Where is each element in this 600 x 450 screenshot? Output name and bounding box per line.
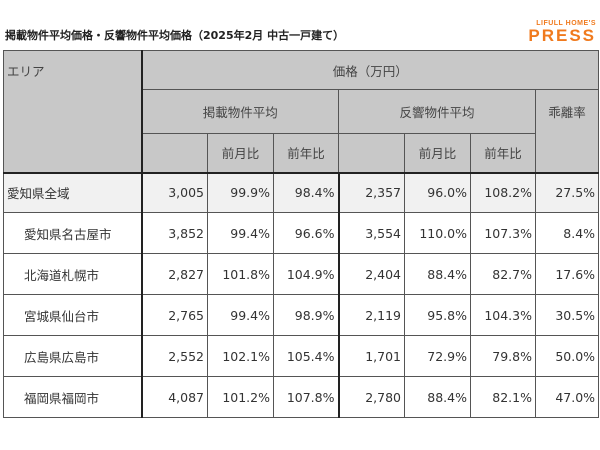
resp-yoy-cell: 107.3% bbox=[470, 212, 536, 254]
table-row: 広島県広島市 2,552 102.1% 105.4% 1,701 72.9% 79.8% 50… bbox=[3, 335, 600, 377]
resp-mom-cell: 96.0% bbox=[404, 171, 471, 213]
area-cell: 北海道札幌市 bbox=[3, 253, 142, 295]
gap-cell: 8.4% bbox=[534, 212, 600, 254]
header-listed: 掲載物件平均 bbox=[140, 89, 339, 134]
header-response: 反響物件平均 bbox=[338, 89, 536, 134]
resp-yoy-cell: 82.7% bbox=[470, 253, 536, 295]
listed-cell: 3,005 bbox=[140, 171, 208, 213]
logo: LIFULL HOME'S PRESS bbox=[528, 20, 596, 45]
area-cell: 愛知県名古屋市 bbox=[3, 212, 142, 254]
area-cell: 宮城県仙台市 bbox=[3, 294, 142, 336]
resp-mom-cell: 88.4% bbox=[404, 253, 471, 295]
header-price: 価格（万円） bbox=[140, 50, 600, 90]
resp-mom-cell: 110.0% bbox=[404, 212, 471, 254]
gap-cell: 27.5% bbox=[534, 171, 600, 213]
header-listed-yoy: 前年比 bbox=[273, 133, 339, 173]
price-table: エリア 価格（万円） 掲載物件平均 反響物件平均 乖離率 前月比 前年比 前月比… bbox=[3, 50, 600, 418]
resp-mom-cell: 88.4% bbox=[404, 376, 471, 418]
resp-cell: 2,404 bbox=[337, 253, 405, 295]
table-row: 宮城県仙台市 2,765 99.4% 98.9% 2,119 95.8% 104.3% 30.… bbox=[3, 294, 600, 336]
listed-cell: 4,087 bbox=[140, 376, 208, 418]
area-cell: 福岡県福岡市 bbox=[3, 376, 142, 418]
table-row: 愛知県名古屋市 3,852 99.4% 96.6% 3,554 110.0% 107.3% 8… bbox=[3, 212, 600, 254]
gap-cell: 17.6% bbox=[534, 253, 600, 295]
resp-yoy-cell: 79.8% bbox=[470, 335, 536, 377]
header-listed-mom: 前月比 bbox=[207, 133, 274, 173]
gap-cell: 47.0% bbox=[534, 376, 600, 418]
listed-yoy-cell: 104.9% bbox=[273, 253, 339, 295]
listed-yoy-cell: 98.4% bbox=[273, 171, 339, 213]
listed-yoy-cell: 96.6% bbox=[273, 212, 339, 254]
listed-cell: 3,852 bbox=[140, 212, 208, 254]
listed-mom-cell: 99.4% bbox=[207, 212, 274, 254]
resp-mom-cell: 72.9% bbox=[404, 335, 471, 377]
resp-yoy-cell: 82.1% bbox=[470, 376, 536, 418]
resp-cell: 1,701 bbox=[337, 335, 405, 377]
page-title: 掲載物件平均価格・反響物件平均価格（2025年2月 中古一戸建て） bbox=[5, 29, 345, 42]
listed-mom-cell: 99.4% bbox=[207, 294, 274, 336]
listed-yoy-cell: 98.9% bbox=[273, 294, 339, 336]
header-gap: 乖離率 bbox=[534, 89, 600, 173]
gap-cell: 30.5% bbox=[534, 294, 600, 336]
listed-mom-cell: 99.9% bbox=[207, 171, 274, 213]
header-resp-mom: 前月比 bbox=[404, 133, 471, 173]
listed-cell: 2,765 bbox=[140, 294, 208, 336]
resp-mom-cell: 95.8% bbox=[404, 294, 471, 336]
resp-yoy-cell: 108.2% bbox=[470, 171, 536, 213]
listed-mom-cell: 101.8% bbox=[207, 253, 274, 295]
gap-cell: 50.0% bbox=[534, 335, 600, 377]
listed-yoy-cell: 107.8% bbox=[273, 376, 339, 418]
listed-yoy-cell: 105.4% bbox=[273, 335, 339, 377]
listed-cell: 2,552 bbox=[140, 335, 208, 377]
listed-mom-cell: 102.1% bbox=[207, 335, 274, 377]
header-area: エリア bbox=[3, 50, 142, 173]
area-cell: 広島県広島市 bbox=[3, 335, 142, 377]
listed-mom-cell: 101.2% bbox=[207, 376, 274, 418]
resp-cell: 3,554 bbox=[337, 212, 405, 254]
resp-yoy-cell: 104.3% bbox=[470, 294, 536, 336]
listed-cell: 2,827 bbox=[140, 253, 208, 295]
header-resp-yoy: 前年比 bbox=[470, 133, 536, 173]
resp-cell: 2,357 bbox=[337, 171, 405, 213]
area-cell: 愛知県全域 bbox=[3, 171, 142, 213]
table-row: 愛知県全域 3,005 99.9% 98.4% 2,357 96.0% 108.2% 27.5… bbox=[3, 171, 600, 213]
table-row: 北海道札幌市 2,827 101.8% 104.9% 2,404 88.4% 82.7% 17… bbox=[3, 253, 600, 295]
resp-cell: 2,780 bbox=[337, 376, 405, 418]
resp-cell: 2,119 bbox=[337, 294, 405, 336]
table-row: 福岡県福岡市 4,087 101.2% 107.8% 2,780 88.4% 82.1% 47… bbox=[3, 376, 600, 418]
